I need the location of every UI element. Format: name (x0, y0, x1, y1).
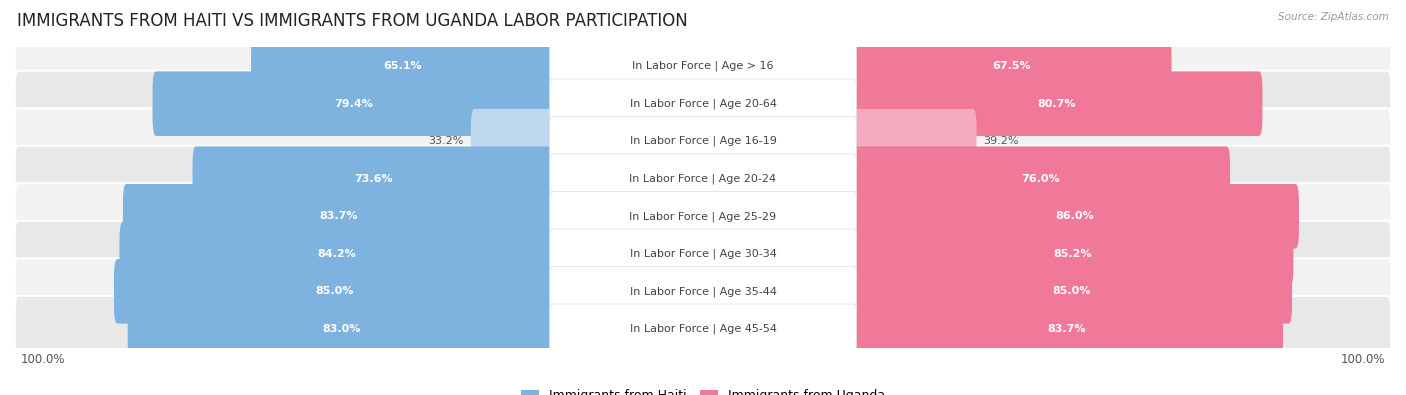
Text: 83.7%: 83.7% (319, 211, 359, 221)
FancyBboxPatch shape (851, 34, 1171, 98)
Text: 80.7%: 80.7% (1038, 99, 1076, 109)
Text: IMMIGRANTS FROM HAITI VS IMMIGRANTS FROM UGANDA LABOR PARTICIPATION: IMMIGRANTS FROM HAITI VS IMMIGRANTS FROM… (17, 12, 688, 30)
FancyBboxPatch shape (128, 297, 555, 361)
Text: 73.6%: 73.6% (354, 174, 394, 184)
FancyBboxPatch shape (550, 304, 856, 354)
Text: 86.0%: 86.0% (1056, 211, 1094, 221)
FancyBboxPatch shape (14, 33, 1392, 99)
FancyBboxPatch shape (471, 109, 555, 173)
Legend: Immigrants from Haiti, Immigrants from Uganda: Immigrants from Haiti, Immigrants from U… (516, 384, 890, 395)
Text: 65.1%: 65.1% (384, 61, 422, 71)
FancyBboxPatch shape (14, 296, 1392, 362)
FancyBboxPatch shape (550, 267, 856, 316)
FancyBboxPatch shape (851, 184, 1299, 248)
FancyBboxPatch shape (550, 79, 856, 128)
Text: 100.0%: 100.0% (21, 353, 66, 366)
FancyBboxPatch shape (851, 222, 1294, 286)
Text: 83.0%: 83.0% (322, 324, 360, 334)
FancyBboxPatch shape (851, 71, 1263, 136)
FancyBboxPatch shape (14, 146, 1392, 212)
Text: In Labor Force | Age 25-29: In Labor Force | Age 25-29 (630, 211, 776, 222)
FancyBboxPatch shape (550, 229, 856, 278)
FancyBboxPatch shape (14, 258, 1392, 324)
FancyBboxPatch shape (114, 259, 555, 324)
Text: 85.0%: 85.0% (1053, 286, 1091, 296)
Text: In Labor Force | Age 16-19: In Labor Force | Age 16-19 (630, 136, 776, 147)
FancyBboxPatch shape (851, 147, 1230, 211)
FancyBboxPatch shape (193, 147, 555, 211)
FancyBboxPatch shape (14, 108, 1392, 174)
FancyBboxPatch shape (851, 259, 1292, 324)
FancyBboxPatch shape (550, 154, 856, 203)
FancyBboxPatch shape (122, 184, 555, 248)
Text: Source: ZipAtlas.com: Source: ZipAtlas.com (1278, 12, 1389, 22)
FancyBboxPatch shape (14, 71, 1392, 137)
Text: 85.2%: 85.2% (1053, 249, 1091, 259)
FancyBboxPatch shape (550, 41, 856, 91)
FancyBboxPatch shape (851, 297, 1284, 361)
Text: 83.7%: 83.7% (1047, 324, 1087, 334)
FancyBboxPatch shape (550, 117, 856, 166)
Text: 100.0%: 100.0% (1340, 353, 1385, 366)
FancyBboxPatch shape (120, 222, 555, 286)
FancyBboxPatch shape (152, 71, 555, 136)
Text: In Labor Force | Age 45-54: In Labor Force | Age 45-54 (630, 324, 776, 334)
FancyBboxPatch shape (550, 192, 856, 241)
Text: 76.0%: 76.0% (1021, 174, 1060, 184)
FancyBboxPatch shape (14, 221, 1392, 287)
Text: 84.2%: 84.2% (318, 249, 357, 259)
Text: 67.5%: 67.5% (993, 61, 1031, 71)
FancyBboxPatch shape (14, 183, 1392, 249)
Text: In Labor Force | Age 20-24: In Labor Force | Age 20-24 (630, 173, 776, 184)
Text: In Labor Force | Age 30-34: In Labor Force | Age 30-34 (630, 248, 776, 259)
Text: 33.2%: 33.2% (429, 136, 464, 146)
Text: 39.2%: 39.2% (983, 136, 1019, 146)
Text: In Labor Force | Age > 16: In Labor Force | Age > 16 (633, 61, 773, 71)
Text: In Labor Force | Age 20-64: In Labor Force | Age 20-64 (630, 98, 776, 109)
FancyBboxPatch shape (252, 34, 555, 98)
Text: 85.0%: 85.0% (315, 286, 353, 296)
Text: In Labor Force | Age 35-44: In Labor Force | Age 35-44 (630, 286, 776, 297)
FancyBboxPatch shape (851, 109, 977, 173)
Text: 79.4%: 79.4% (335, 99, 373, 109)
